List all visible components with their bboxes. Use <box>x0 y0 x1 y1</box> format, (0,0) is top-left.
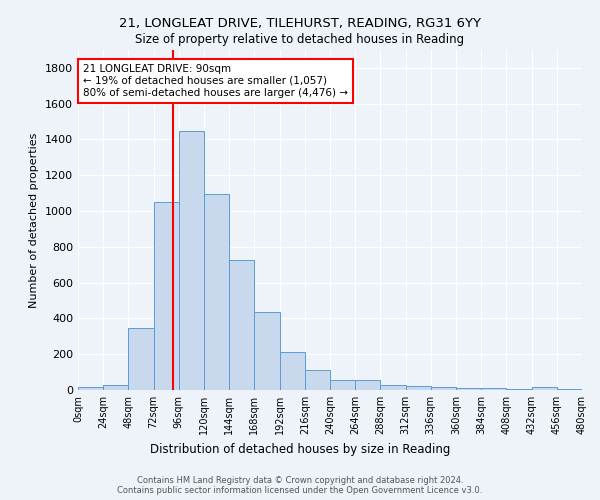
Text: Contains HM Land Registry data © Crown copyright and database right 2024.
Contai: Contains HM Land Registry data © Crown c… <box>118 476 482 495</box>
Bar <box>78 388 103 390</box>
Bar <box>128 328 154 390</box>
Text: 21 LONGLEAT DRIVE: 90sqm
← 19% of detached houses are smaller (1,057)
80% of sem: 21 LONGLEAT DRIVE: 90sqm ← 19% of detach… <box>83 64 348 98</box>
Bar <box>103 384 128 390</box>
Bar <box>330 380 355 390</box>
Bar <box>431 387 456 390</box>
Text: Distribution of detached houses by size in Reading: Distribution of detached houses by size … <box>150 442 450 456</box>
Bar <box>506 388 532 390</box>
Bar <box>179 130 204 390</box>
Bar <box>229 260 254 390</box>
Bar <box>481 388 506 390</box>
Bar <box>557 389 582 390</box>
Bar <box>456 388 481 390</box>
Y-axis label: Number of detached properties: Number of detached properties <box>29 132 40 308</box>
Text: 21, LONGLEAT DRIVE, TILEHURST, READING, RG31 6YY: 21, LONGLEAT DRIVE, TILEHURST, READING, … <box>119 18 481 30</box>
Bar <box>254 312 280 390</box>
Bar <box>532 388 557 390</box>
Bar <box>280 352 305 390</box>
Bar <box>154 202 179 390</box>
Bar <box>406 386 431 390</box>
Bar <box>204 194 229 390</box>
Bar <box>305 370 330 390</box>
Bar <box>355 380 380 390</box>
Bar <box>380 384 406 390</box>
Text: Size of property relative to detached houses in Reading: Size of property relative to detached ho… <box>136 32 464 46</box>
